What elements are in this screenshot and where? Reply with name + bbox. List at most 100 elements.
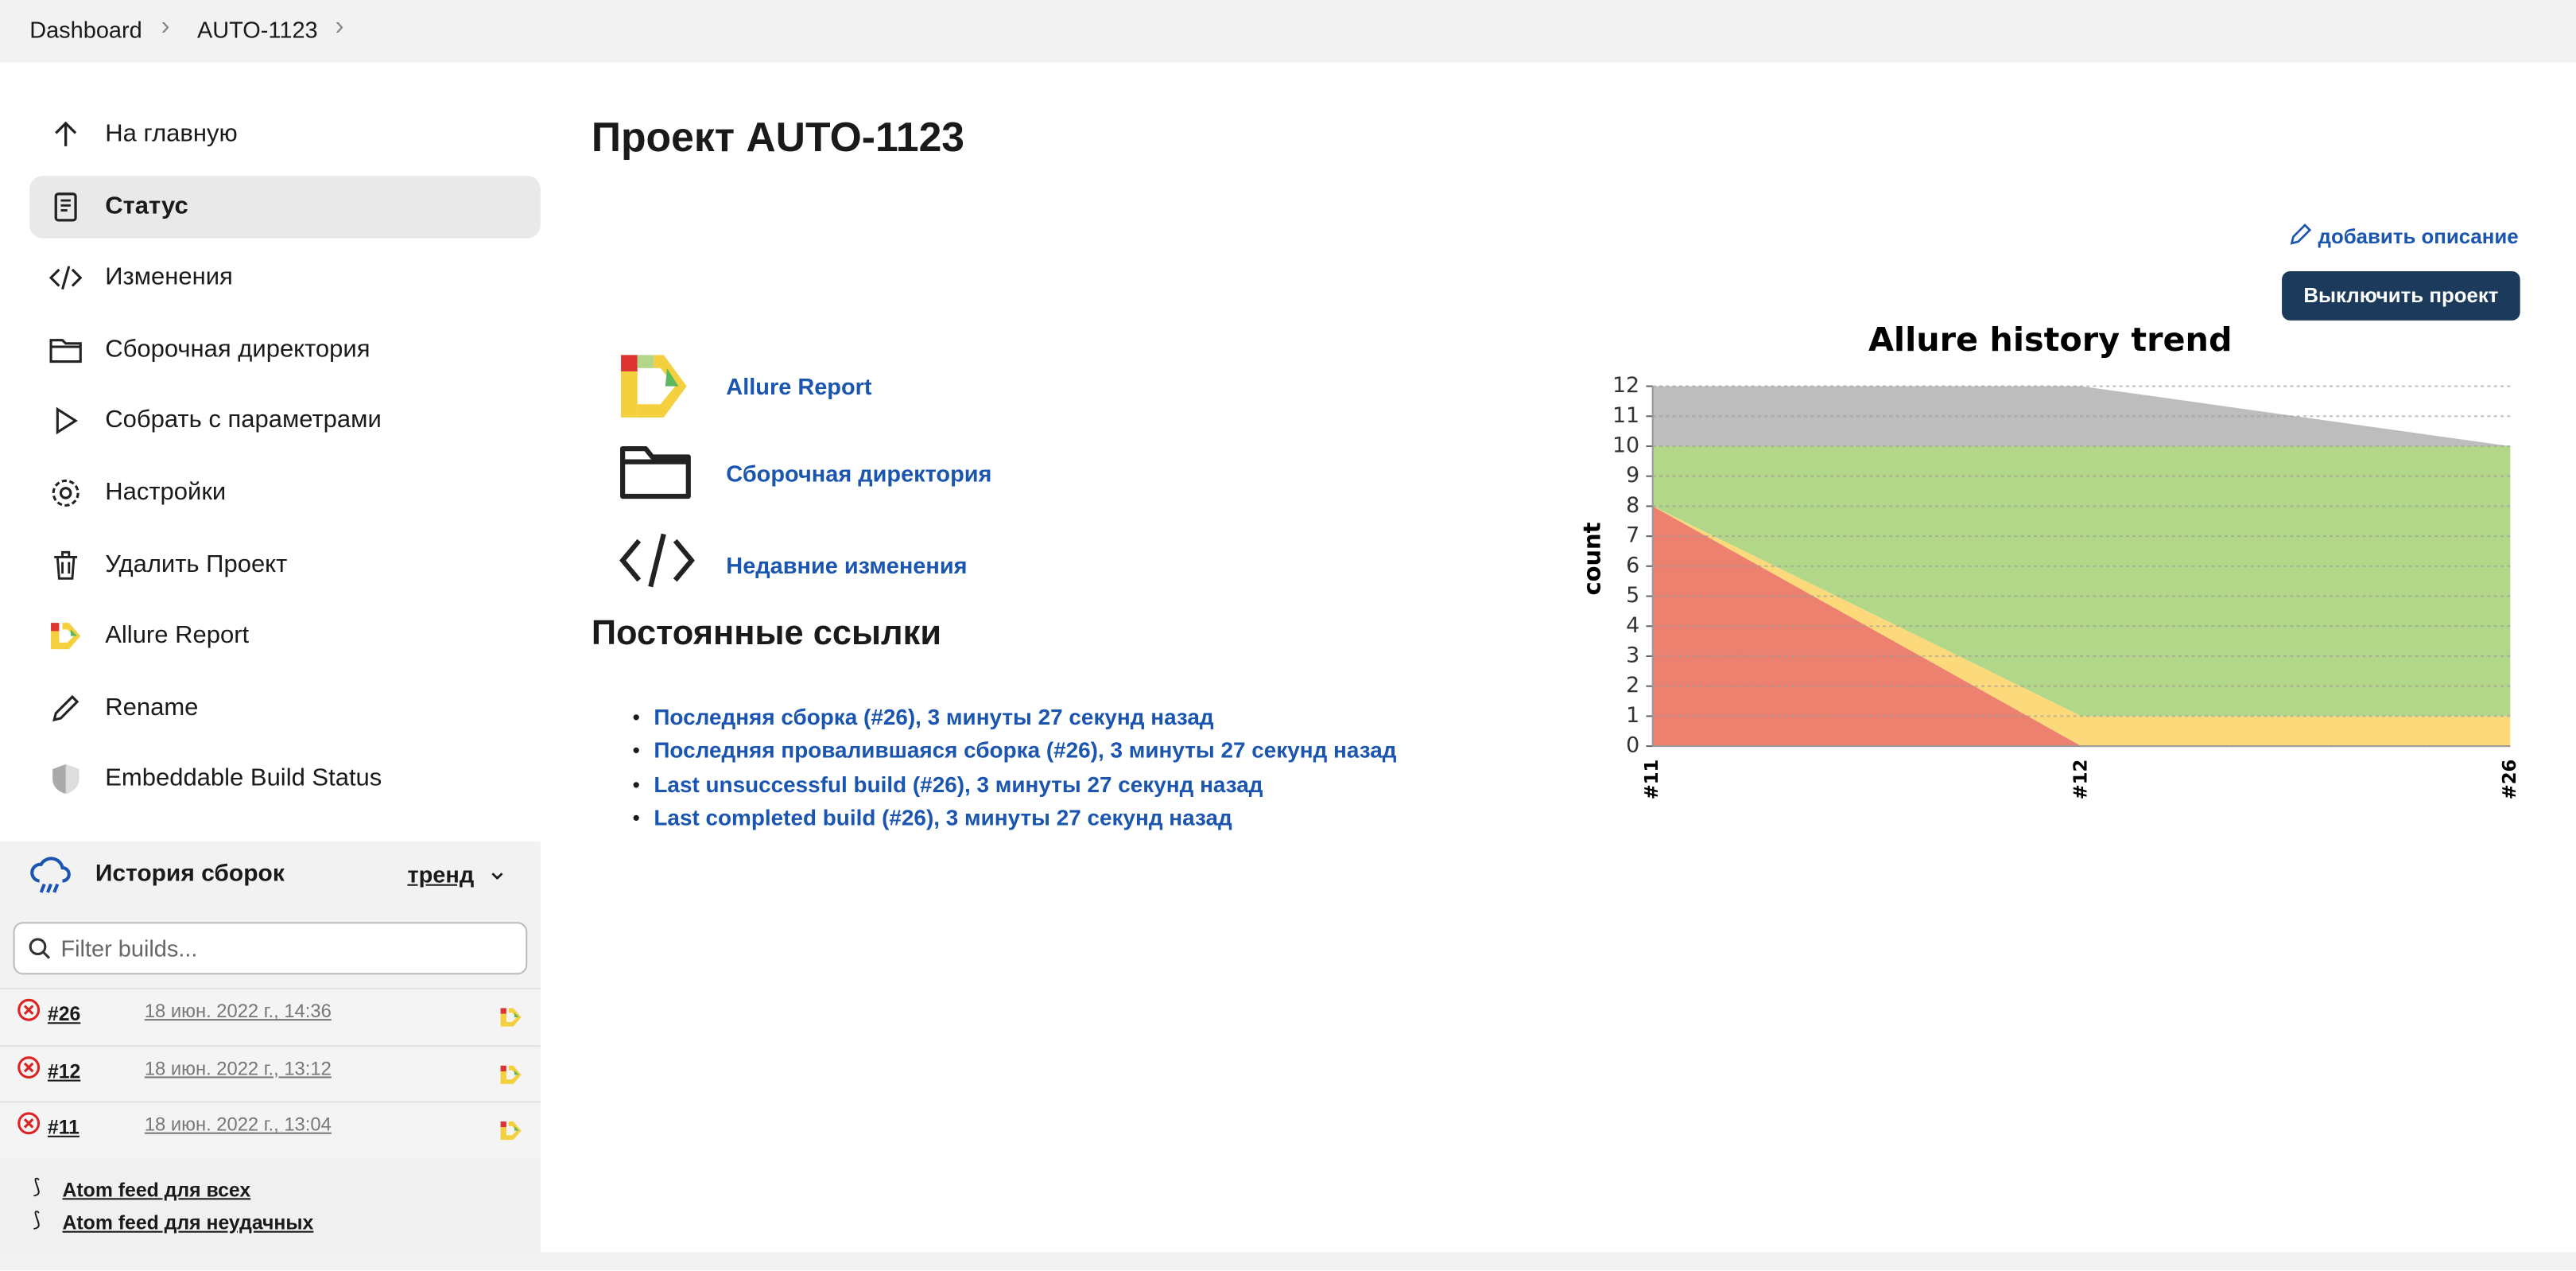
sidebar-icon xyxy=(54,192,77,221)
build-date[interactable]: 18 июн. 2022 г., 13:12 xyxy=(144,1059,332,1079)
sidebar-icon xyxy=(51,623,81,650)
folder-icon xyxy=(620,446,691,499)
permalink[interactable]: Последняя провалившаяся сборка (#26), 3 … xyxy=(654,738,1397,764)
y-tick-label: 12 xyxy=(1612,373,1639,398)
x-tick-label: #12 xyxy=(2071,760,2092,800)
build-row: #11 18 июн. 2022 г., 13:04 xyxy=(0,1101,541,1160)
sidebar-label: Allure Report xyxy=(105,621,250,650)
permalinks-title: Постоянные ссылки xyxy=(591,614,942,653)
bullet: • xyxy=(632,772,640,797)
filter-placeholder: Filter builds... xyxy=(60,935,198,962)
feeds: ⟆ Atom feed для всех ⟆ Atom feed для неу… xyxy=(0,1158,541,1253)
sidebar-icon xyxy=(48,266,83,290)
allure-icon xyxy=(621,355,687,418)
area xyxy=(1652,506,2511,747)
failed-icon xyxy=(17,1055,41,1079)
sidebar-icon xyxy=(52,479,80,507)
y-tick-label: 2 xyxy=(1626,673,1639,698)
breadcrumb[interactable]: Dashboard xyxy=(29,16,142,43)
changes-link[interactable]: Недавние изменения xyxy=(726,552,968,579)
permalink[interactable]: Last unsuccessful build (#26), 3 минуты … xyxy=(654,772,1263,797)
disable-button[interactable]: Выключить проект xyxy=(2282,270,2520,321)
rss-icon: ⟆ xyxy=(33,1175,41,1199)
bullet: • xyxy=(632,705,640,730)
sidebar-label: Настройки xyxy=(105,478,227,507)
sidebar-label: На главную xyxy=(105,119,238,148)
workspace-link[interactable]: Сборочная директория xyxy=(726,460,992,487)
sidebar-item[interactable]: Rename xyxy=(29,677,541,740)
filter-input[interactable]: Filter builds... xyxy=(13,922,528,975)
sidebar-icon xyxy=(54,550,78,579)
permalink[interactable]: Last completed build (#26), 3 минуты 27 … xyxy=(654,805,1232,830)
sidebar-item[interactable]: Сборочная директория xyxy=(29,318,541,381)
x-tick-label: #26 xyxy=(2500,760,2520,800)
sidebar-icon xyxy=(56,407,78,436)
search-icon xyxy=(29,938,51,959)
sidebar-icon xyxy=(52,764,80,795)
y-tick-label: 0 xyxy=(1626,733,1639,758)
build-number[interactable]: #12 xyxy=(47,1059,81,1082)
y-tick-label: 11 xyxy=(1612,403,1639,428)
sidebar-label: Статус xyxy=(105,191,188,220)
sidebar-label: Rename xyxy=(105,693,199,721)
failed-icon xyxy=(17,1112,41,1135)
allure-icon xyxy=(500,1121,522,1141)
build-number[interactable]: #11 xyxy=(47,1116,80,1140)
y-axis-label: count xyxy=(1578,522,1605,595)
area xyxy=(1652,446,2511,717)
sidebar-label: Embeddable Build Status xyxy=(105,764,382,793)
y-tick-label: 9 xyxy=(1626,463,1639,488)
sidebar-label: Изменения xyxy=(105,262,233,292)
sidebar-item[interactable]: Настройки xyxy=(29,462,541,525)
history-icon xyxy=(30,857,71,893)
allure-report-link[interactable]: Allure Report xyxy=(726,373,872,400)
footer-strip xyxy=(0,1252,2576,1271)
trend-dropdown[interactable]: ⌄ xyxy=(486,857,509,886)
sidebar-item[interactable]: На главную xyxy=(29,103,541,166)
y-tick-label: 8 xyxy=(1626,493,1639,518)
breadcrumb[interactable]: AUTO-1123 xyxy=(196,16,318,43)
sidebar-icon xyxy=(52,694,80,721)
sidebar-label: Собрать с параметрами xyxy=(105,406,382,435)
build-date[interactable]: 18 июн. 2022 г., 14:36 xyxy=(144,1002,332,1023)
build-row: #26 18 июн. 2022 г., 14:36 xyxy=(0,987,541,1046)
build-row: #12 18 июн. 2022 г., 13:12 xyxy=(0,1044,541,1102)
allure-icon xyxy=(500,1064,522,1084)
breadcrumb-bar: Dashboard › AUTO-1123 › xyxy=(0,0,2576,63)
sidebar-item[interactable]: Изменения xyxy=(29,247,541,309)
y-tick-label: 4 xyxy=(1626,613,1639,638)
add-description[interactable]: добавить описание xyxy=(2318,225,2519,249)
y-tick-label: 3 xyxy=(1626,643,1639,667)
feed-link[interactable]: Atom feed для неудачных xyxy=(62,1211,314,1234)
trend-link[interactable]: тренд xyxy=(407,861,475,888)
chart-title: Allure history trend xyxy=(1868,321,2233,359)
build-number[interactable]: #26 xyxy=(47,1002,81,1026)
sidebar-item[interactable]: Статус xyxy=(29,175,541,238)
permalink[interactable]: Последняя сборка (#26), 3 минуты 27 секу… xyxy=(654,705,1214,730)
sidebar-item[interactable]: Allure Report xyxy=(29,605,541,668)
allure-icon xyxy=(500,1008,522,1027)
rss-icon: ⟆ xyxy=(33,1207,41,1231)
sidebar-icon xyxy=(49,338,82,363)
page-title: Проект AUTO-1123 xyxy=(591,115,965,161)
history-title: История сборок xyxy=(95,861,285,888)
y-tick-label: 10 xyxy=(1612,433,1639,458)
sidebar-item[interactable]: Собрать с параметрами xyxy=(29,391,541,453)
breadcrumb-separator: › xyxy=(161,13,170,41)
y-tick-label: 5 xyxy=(1626,583,1639,608)
build-history: История сборок тренд ⌄ Filter builds... … xyxy=(0,841,541,1253)
sidebar-item[interactable]: Embeddable Build Status xyxy=(29,748,541,811)
feed-link[interactable]: Atom feed для всех xyxy=(62,1178,251,1202)
bullet: • xyxy=(632,738,640,764)
y-tick-label: 1 xyxy=(1626,703,1639,728)
sidebar-icon xyxy=(55,121,77,146)
sidebar-item[interactable]: Удалить Проект xyxy=(29,534,541,597)
x-tick-label: #11 xyxy=(1642,760,1662,800)
bullet: • xyxy=(632,805,640,830)
build-date[interactable]: 18 июн. 2022 г., 13:04 xyxy=(144,1116,332,1137)
sidebar-label: Удалить Проект xyxy=(105,550,288,578)
sidebar-label: Сборочная директория xyxy=(105,335,370,363)
y-tick-label: 7 xyxy=(1626,523,1639,548)
